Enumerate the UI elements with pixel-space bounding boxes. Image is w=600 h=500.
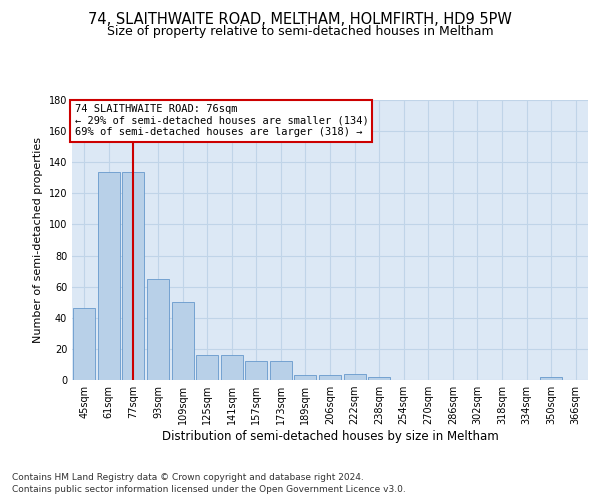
Bar — [221, 355, 243, 380]
Text: Size of property relative to semi-detached houses in Meltham: Size of property relative to semi-detach… — [107, 25, 493, 38]
Bar — [147, 279, 169, 380]
Bar — [295, 376, 316, 380]
X-axis label: Distribution of semi-detached houses by size in Meltham: Distribution of semi-detached houses by … — [161, 430, 499, 443]
Text: 74, SLAITHWAITE ROAD, MELTHAM, HOLMFIRTH, HD9 5PW: 74, SLAITHWAITE ROAD, MELTHAM, HOLMFIRTH… — [88, 12, 512, 28]
Bar — [368, 377, 390, 380]
Bar — [98, 172, 120, 380]
Bar — [245, 362, 268, 380]
Text: Contains HM Land Registry data © Crown copyright and database right 2024.: Contains HM Land Registry data © Crown c… — [12, 472, 364, 482]
Bar — [270, 362, 292, 380]
Bar — [196, 355, 218, 380]
Bar — [122, 172, 145, 380]
Bar — [172, 302, 194, 380]
Bar — [540, 377, 562, 380]
Text: Contains public sector information licensed under the Open Government Licence v3: Contains public sector information licen… — [12, 485, 406, 494]
Text: 74 SLAITHWAITE ROAD: 76sqm
← 29% of semi-detached houses are smaller (134)
69% o: 74 SLAITHWAITE ROAD: 76sqm ← 29% of semi… — [74, 104, 368, 138]
Y-axis label: Number of semi-detached properties: Number of semi-detached properties — [33, 137, 43, 343]
Bar — [319, 376, 341, 380]
Bar — [73, 308, 95, 380]
Bar — [344, 374, 365, 380]
